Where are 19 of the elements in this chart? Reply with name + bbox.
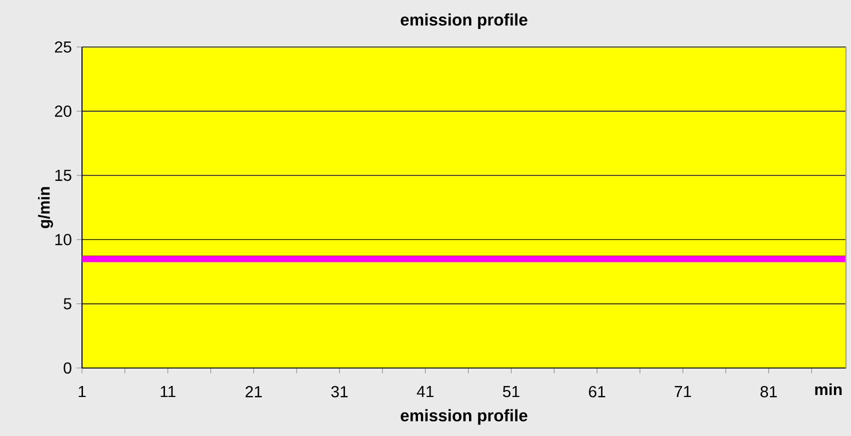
x-tick-label: 31	[331, 386, 348, 398]
x-tick-label: 21	[246, 386, 262, 398]
x-axis-title: emission profile	[400, 409, 528, 425]
y-tick-label: 5	[64, 298, 72, 310]
y-axis-title: g/min	[38, 187, 54, 228]
y-tick-label: 25	[54, 41, 72, 53]
y-tick-label: 0	[64, 362, 72, 374]
x-tick-label: 51	[502, 386, 520, 398]
chart-title: emission profile	[400, 13, 528, 29]
x-tick-label: 71	[674, 386, 691, 398]
x-tick-label: 61	[588, 386, 606, 398]
y-tick-label: 15	[55, 170, 72, 181]
x-tick-label: 81	[760, 386, 777, 398]
x-tick-label: 41	[416, 386, 434, 398]
y-tick-label: 10	[55, 234, 72, 246]
x-tick-label: 11	[160, 386, 176, 398]
y-tick-label: 20	[54, 106, 72, 117]
text: min	[815, 383, 842, 395]
x-tick-label: 1	[78, 386, 86, 398]
